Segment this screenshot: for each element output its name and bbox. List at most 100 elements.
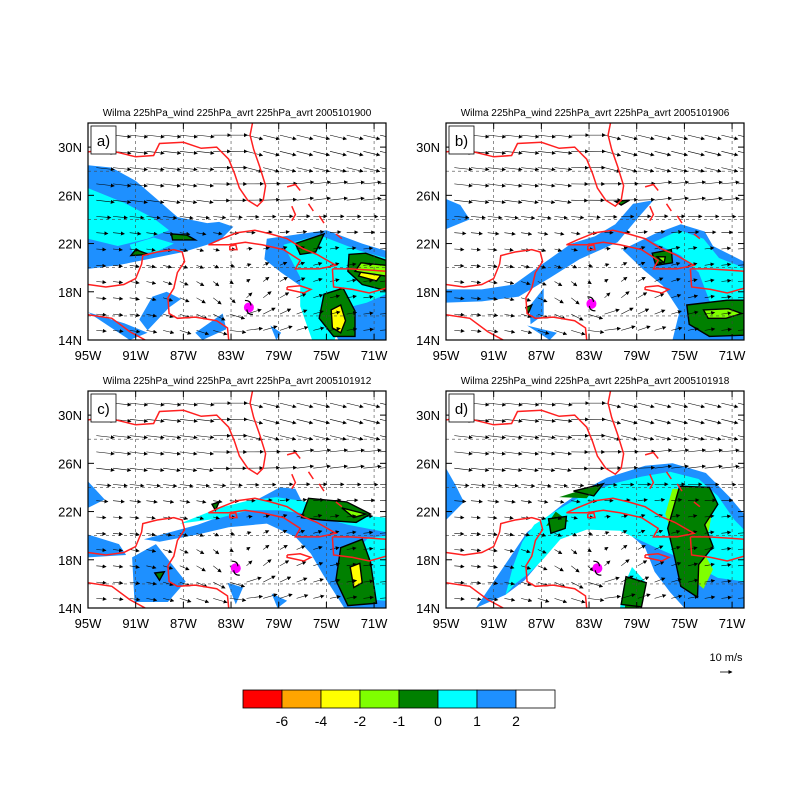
wind-vector [554, 435, 573, 440]
wind-vector [704, 167, 722, 173]
wind-vector [129, 231, 142, 236]
wind-vector [487, 451, 506, 456]
wind-vector [637, 498, 648, 503]
wind-vector [571, 483, 585, 488]
wind-vector [721, 295, 732, 300]
wind-vector [621, 465, 639, 470]
wind-vector [587, 597, 605, 602]
colorbar-swatch [359, 689, 400, 709]
wind-vector [621, 197, 639, 202]
wind-vector [537, 167, 556, 172]
wind-vector [279, 308, 292, 315]
wind-vector [229, 313, 246, 320]
lon-tick-label: 95W [433, 616, 460, 631]
wind-vector [671, 513, 681, 518]
wind-vector [346, 546, 357, 551]
hurricane-center-marker [586, 298, 597, 309]
wind-vector [637, 261, 646, 266]
wind-vector [671, 151, 689, 157]
wind-vector [96, 580, 107, 585]
wind-vector [571, 231, 581, 236]
wind-vector [470, 467, 490, 472]
wind-vector [329, 578, 341, 583]
wind-vector [737, 296, 744, 299]
coastline [649, 473, 655, 490]
colorbar-label: -4 [315, 713, 328, 729]
wind-vector [112, 435, 132, 440]
wind-vector [296, 594, 309, 599]
lat-tick-label: 22N [58, 237, 82, 252]
wind-vector [229, 581, 246, 588]
wind-vector [379, 183, 386, 185]
wind-vector [313, 578, 324, 583]
wind-vector [146, 435, 165, 440]
vorticity-core [655, 256, 667, 265]
hurricane-symbol [246, 309, 253, 315]
wind-vector [246, 435, 263, 441]
wind-vector [621, 167, 638, 173]
wind-vector [263, 465, 281, 470]
wind-vector [146, 515, 156, 520]
wind-vector [263, 544, 270, 550]
wind-vector [637, 308, 650, 315]
wind-vector [470, 247, 481, 252]
wind-vector [179, 418, 198, 423]
coastline [291, 473, 297, 490]
wind-vector [704, 311, 716, 315]
wind-vector [737, 564, 744, 567]
wind-vector [737, 134, 744, 137]
wind-vector [179, 451, 198, 456]
wind-vector [704, 546, 715, 551]
wind-vector [637, 435, 655, 441]
wind-vector [704, 180, 723, 185]
colorbar-swatch [515, 689, 556, 709]
wind-vector [163, 231, 175, 236]
wind-vector [296, 497, 308, 502]
wind-vector [279, 134, 297, 141]
wind-vector [329, 196, 348, 201]
coastline [676, 483, 683, 492]
wind-vector [654, 561, 665, 567]
wind-vector [521, 167, 540, 172]
wind-vector [704, 278, 715, 283]
wind-vector [487, 581, 499, 586]
wind-vector [346, 134, 364, 141]
wind-vector [571, 281, 578, 287]
wind-vector [487, 515, 498, 520]
wind-vector [129, 532, 140, 537]
wind-vector [537, 402, 556, 407]
wind-vector [129, 597, 141, 602]
wind-vector [554, 248, 563, 252]
wind-vector [112, 167, 132, 172]
wind-vector [571, 598, 586, 604]
wind-vector [379, 134, 386, 137]
wind-vector [737, 451, 744, 453]
wind-vector [687, 595, 699, 599]
wind-vector [146, 565, 157, 570]
wind-vector [163, 549, 173, 554]
wind-vector [179, 248, 189, 253]
panel-label-box [448, 125, 475, 155]
wind-vector [229, 297, 236, 304]
wind-vector [146, 451, 165, 456]
wind-vector [263, 151, 280, 157]
wind-vector [621, 151, 638, 157]
wind-vector [196, 134, 215, 139]
wind-vector [163, 215, 178, 220]
wind-vector [229, 531, 235, 536]
wind-vector [213, 297, 222, 305]
vorticity-core [330, 303, 347, 334]
wind-vector [296, 545, 306, 550]
coastline [676, 215, 683, 224]
wind-vector [179, 549, 189, 554]
wind-vector [196, 330, 210, 336]
wind-vector [363, 167, 381, 173]
wind-vector [246, 547, 251, 551]
wind-vector [246, 134, 264, 141]
wind-vector [654, 151, 672, 157]
wind-vector [537, 451, 556, 456]
wind-vector [129, 402, 149, 407]
wind-vector [671, 578, 682, 583]
wind-vector [654, 309, 666, 315]
wind-vector [379, 329, 386, 331]
